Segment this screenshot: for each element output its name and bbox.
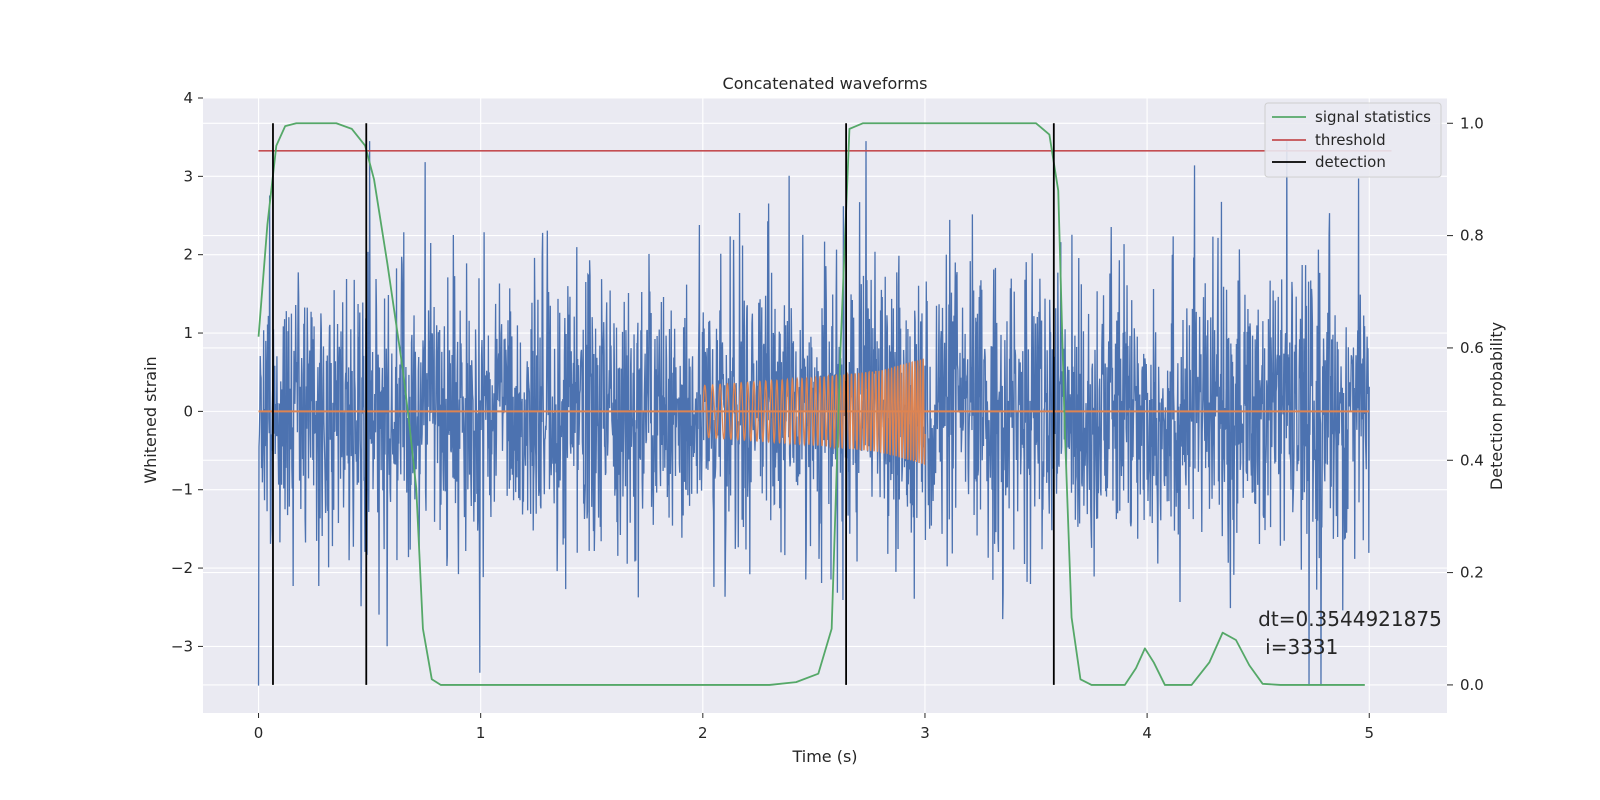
legend-label-threshold: threshold [1315,131,1386,149]
y-axis-label-left: Whitened strain [141,356,160,483]
x-tick-label-1: 1 [476,724,486,742]
x-axis-label: Time (s) [791,747,857,766]
y-tick-label-6: −2 [171,559,193,577]
y-axis-label-right: Detection probability [1487,322,1506,490]
y-right-tick-label-1: 0.8 [1460,227,1484,245]
chart-title: Concatenated waveforms [723,74,928,93]
legend-box [1264,102,1442,178]
y-tick-label-7: −3 [171,637,193,655]
series-whitened-strain [257,141,1370,686]
y-right-tick-label-0: 1.0 [1460,114,1484,132]
y-tick-label-5: −1 [171,481,193,499]
legend-label-detection: detection [1315,153,1386,171]
y-axis-right: 1.0 0.8 0.6 0.4 0.2 0.0 [1447,114,1484,694]
y-tick-label-1: 3 [183,167,193,185]
y-right-tick-label-2: 0.6 [1460,339,1484,357]
x-tick-label-4: 4 [1142,724,1152,742]
y-tick-label-4: 0 [183,402,193,420]
annotation-dt: dt=0.3544921875 [1258,607,1442,631]
y-right-tick-label-5: 0.0 [1460,676,1484,694]
y-axis-left: 4 3 2 1 0 −1 −2 −3 [171,89,203,655]
y-right-tick-label-4: 0.2 [1460,564,1484,582]
y-right-tick-label-3: 0.4 [1460,451,1484,469]
x-tick-label-3: 3 [920,724,930,742]
series-injected-waveform [702,358,926,466]
x-tick-label-5: 5 [1364,724,1374,742]
x-tick-label-2: 2 [698,724,708,742]
y-tick-label-0: 4 [183,89,193,107]
annotation: dt=0.3544921875 i=3331 [1258,607,1442,659]
y-tick-label-3: 1 [183,324,193,342]
y-tick-label-2: 2 [183,246,193,264]
x-tick-label-0: 0 [254,724,264,742]
annotation-index: i=3331 [1265,635,1338,659]
series-signal-statistics [257,122,1365,686]
x-axis: 0 1 2 3 4 5 [254,713,1374,742]
legend-label-signal-statistics: signal statistics [1315,108,1431,126]
legend: signal statistics threshold detection [1264,102,1442,178]
